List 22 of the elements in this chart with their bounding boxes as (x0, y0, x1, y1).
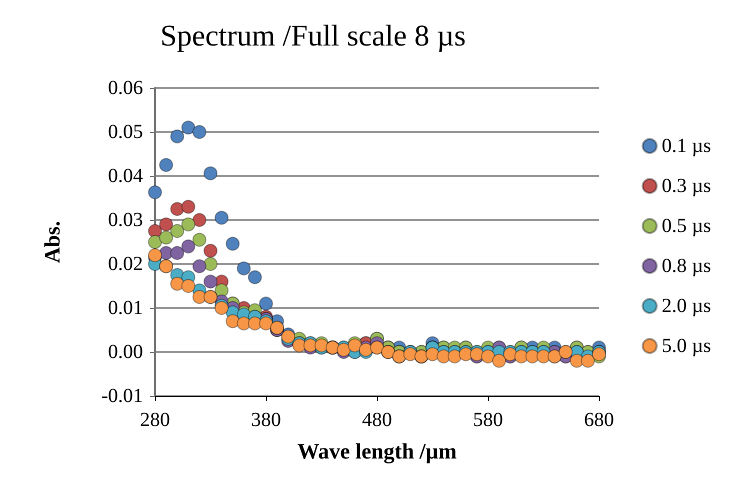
y-tick-label: 0.01 (108, 297, 143, 319)
y-tick-label: 0.05 (108, 121, 143, 143)
y-tick-label: 0.06 (108, 77, 143, 99)
x-tick-label: 480 (362, 409, 392, 431)
x-tick-label: 280 (140, 409, 170, 431)
y-tick-label: 0.04 (108, 165, 143, 187)
y-tick-label: -0.01 (101, 385, 143, 407)
legend-label: 0.1 µs (662, 135, 712, 157)
y-tick-label: 0.02 (108, 253, 143, 275)
y-tick-label: 0.00 (108, 341, 143, 363)
x-tick-label: 680 (584, 409, 614, 431)
x-tick-label: 380 (251, 409, 281, 431)
legend-label: 0.3 µs (662, 175, 712, 197)
legend-label: 0.8 µs (662, 255, 712, 277)
y-tick-label: 0.03 (108, 209, 143, 231)
legend-label: 2.0 µs (662, 295, 712, 317)
x-tick-label: 580 (473, 409, 503, 431)
legend-label: 0.5 µs (662, 215, 712, 237)
x-axis-title: Wave length /µm (297, 438, 457, 464)
y-axis-title: Abs. (40, 220, 64, 264)
chart-title: Spectrum /Full scale 8 µs (160, 20, 466, 52)
legend-label: 5.0 µs (662, 335, 712, 357)
